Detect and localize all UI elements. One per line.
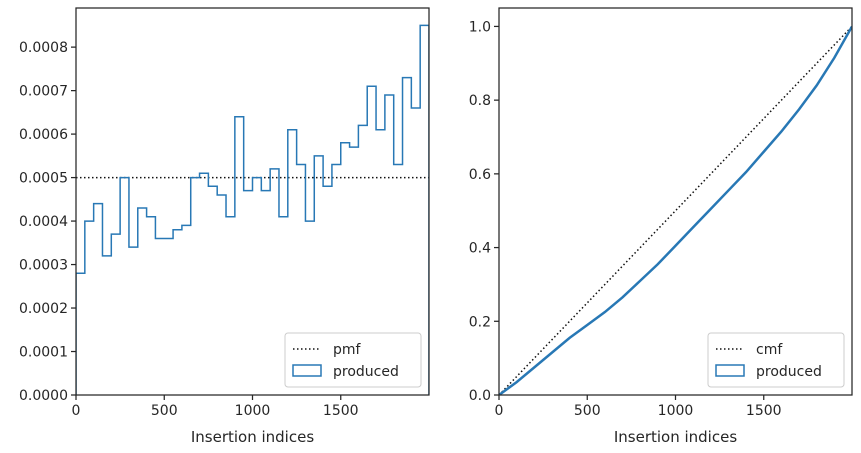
x-tick-label: 1500	[746, 403, 782, 419]
legend-produced-label: produced	[333, 364, 399, 380]
plot-area	[76, 24, 429, 395]
right-chart-cmf: 0 500 1000 1500 0.0 0.2 0.4 0.6 0.8 1.0 Insertion …	[469, 7, 853, 446]
cmf-reference-line	[499, 25, 852, 395]
x-tick-label: 0	[495, 403, 504, 419]
legend-produced-swatch	[292, 364, 322, 377]
x-axis-label: Insertion indices	[614, 428, 737, 446]
y-tick-label: 0.0004	[19, 214, 68, 230]
legend-box	[284, 332, 422, 388]
left-chart-pmf: 0 500 1000 1500 0.0000 0.0001 0.0002 0.0003 0.00…	[19, 7, 430, 446]
y-tick-label: 0.0001	[19, 345, 68, 361]
y-tick-label: 0.0000	[19, 388, 68, 404]
y-tick-label: 0.0008	[19, 40, 68, 56]
y-tick-label: 0.4	[469, 241, 491, 257]
y-tick-label: 0.6	[469, 167, 491, 183]
y-tick-label: 0.8	[469, 93, 491, 109]
y-tick-label: 0.0007	[19, 84, 68, 100]
x-axis-label: Insertion indices	[191, 428, 314, 446]
x-tick-label: 500	[151, 403, 178, 419]
legend-produced-label: produced	[756, 364, 822, 380]
produced-series	[499, 25, 852, 395]
x-tick-label: 1000	[235, 403, 271, 419]
y-tick-label: 1.0	[469, 19, 491, 35]
y-tick-label: 0.0002	[19, 301, 68, 317]
x-tick-label: 500	[574, 403, 601, 419]
legend-reference-label: pmf	[333, 342, 362, 358]
produced-series	[76, 24, 429, 395]
legend: pmf produced	[284, 332, 422, 388]
legend-box	[707, 332, 845, 388]
legend-produced-swatch	[715, 364, 745, 377]
plot-area	[499, 25, 852, 395]
y-tick-label: 0.0	[469, 388, 491, 404]
legend-reference-label: cmf	[756, 342, 783, 358]
x-tick-label: 1500	[323, 403, 359, 419]
x-tick-label: 0	[72, 403, 81, 419]
y-tick-label: 0.0006	[19, 127, 68, 143]
legend: cmf produced	[707, 332, 845, 388]
y-tick-label: 0.0005	[19, 171, 68, 187]
y-tick-label: 0.0003	[19, 258, 68, 274]
y-tick-label: 0.2	[469, 314, 491, 330]
x-tick-label: 1000	[658, 403, 694, 419]
